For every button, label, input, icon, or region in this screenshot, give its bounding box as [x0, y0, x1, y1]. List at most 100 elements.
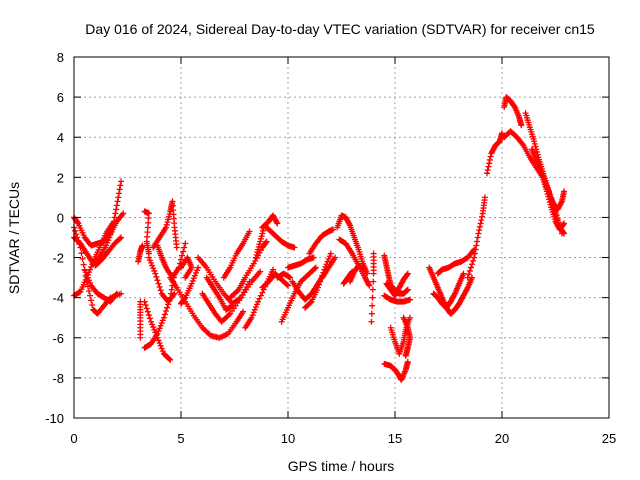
series-arc-48	[464, 194, 488, 281]
data-point	[82, 269, 89, 276]
data-point	[182, 274, 189, 281]
data-point	[474, 234, 481, 241]
data-point	[460, 270, 467, 277]
data-point	[484, 170, 491, 177]
data-point	[484, 166, 491, 173]
data-point	[112, 291, 119, 298]
data-point	[250, 309, 257, 316]
data-point	[325, 255, 332, 262]
data-point	[150, 265, 157, 272]
data-point	[155, 328, 162, 335]
data-point	[113, 290, 120, 297]
series-arc-32	[306, 226, 336, 257]
data-point	[486, 160, 493, 167]
data-point	[159, 317, 166, 324]
data-point	[167, 294, 174, 301]
data-point	[106, 231, 113, 238]
data-point	[117, 235, 124, 242]
data-point	[469, 261, 476, 268]
series-arc-34	[334, 212, 371, 277]
data-point	[270, 266, 277, 273]
data-point	[259, 289, 266, 296]
data-point	[163, 221, 170, 228]
series-arc-9	[141, 208, 152, 257]
data-point	[531, 138, 538, 145]
data-point	[332, 254, 339, 261]
data-point	[256, 295, 263, 302]
data-point	[114, 198, 121, 205]
data-point	[160, 314, 167, 321]
series-arc-40	[383, 270, 411, 299]
y-tick-label: 6	[57, 90, 64, 105]
y-tick-label: -2	[52, 251, 64, 266]
data-point	[406, 314, 413, 321]
data-point	[163, 308, 170, 315]
series-arc-50	[501, 94, 525, 129]
data-point	[173, 244, 180, 251]
axis-ticks: -10 -8 -6 -4 -2 0 2 4 6 8 0 5 10 15 20 25	[45, 50, 616, 446]
series-arc-46	[430, 270, 467, 311]
y-tick-label: -8	[52, 371, 64, 386]
data-point	[253, 301, 260, 308]
data-point	[189, 277, 196, 284]
data-point	[148, 318, 155, 325]
data-point	[476, 227, 483, 234]
data-point	[532, 143, 539, 150]
data-point	[370, 270, 377, 277]
series-arc-16	[178, 254, 195, 281]
plot-frame	[73, 56, 610, 419]
data-point	[404, 271, 411, 278]
data-point	[88, 297, 95, 304]
y-tick-label: 2	[57, 170, 64, 185]
series-arc-38	[368, 250, 377, 325]
data-point	[109, 220, 116, 227]
data-point	[119, 211, 126, 218]
data-point	[142, 302, 149, 309]
series-arc-17	[178, 264, 202, 307]
x-tick-label: 20	[495, 431, 509, 446]
data-point	[561, 230, 568, 237]
data-point	[83, 271, 90, 278]
chart-title: Day 016 of 2024, Sidereal Day-to-day VTE…	[85, 21, 595, 37]
data-point	[240, 308, 247, 315]
data-point	[161, 311, 168, 318]
data-point	[283, 281, 290, 288]
data-point	[168, 286, 175, 293]
data-point	[326, 253, 333, 260]
data-point	[560, 221, 567, 228]
data-point	[164, 219, 171, 226]
data-point	[157, 287, 164, 294]
data-point	[115, 194, 122, 201]
x-axis-label: GPS time / hours	[288, 458, 395, 474]
y-tick-label: 4	[57, 130, 64, 145]
series-arc-47	[434, 246, 478, 277]
data-point	[155, 280, 162, 287]
data-point	[255, 243, 262, 250]
data-point	[474, 238, 481, 245]
data-point	[546, 196, 553, 203]
series-arc-7	[135, 242, 146, 265]
data-point	[156, 283, 163, 290]
data-point	[148, 259, 155, 266]
data-point	[466, 267, 473, 274]
data-point	[89, 302, 96, 309]
data-point	[182, 240, 189, 247]
data-point	[151, 267, 158, 274]
data-point	[470, 257, 477, 264]
data-point	[166, 355, 173, 362]
series-arc-21	[220, 228, 253, 281]
data-point	[255, 246, 262, 253]
data-point	[471, 250, 478, 257]
data-point	[406, 296, 413, 303]
data-point	[467, 264, 474, 271]
data-point	[158, 320, 165, 327]
data-point	[156, 325, 163, 332]
series-arc-35	[336, 236, 373, 289]
data-point	[84, 274, 91, 281]
data-point	[257, 292, 264, 299]
series-arc-54	[539, 174, 568, 233]
data-point	[190, 275, 197, 282]
data-point	[191, 272, 198, 279]
data-point	[115, 190, 122, 197]
data-point	[113, 202, 120, 209]
